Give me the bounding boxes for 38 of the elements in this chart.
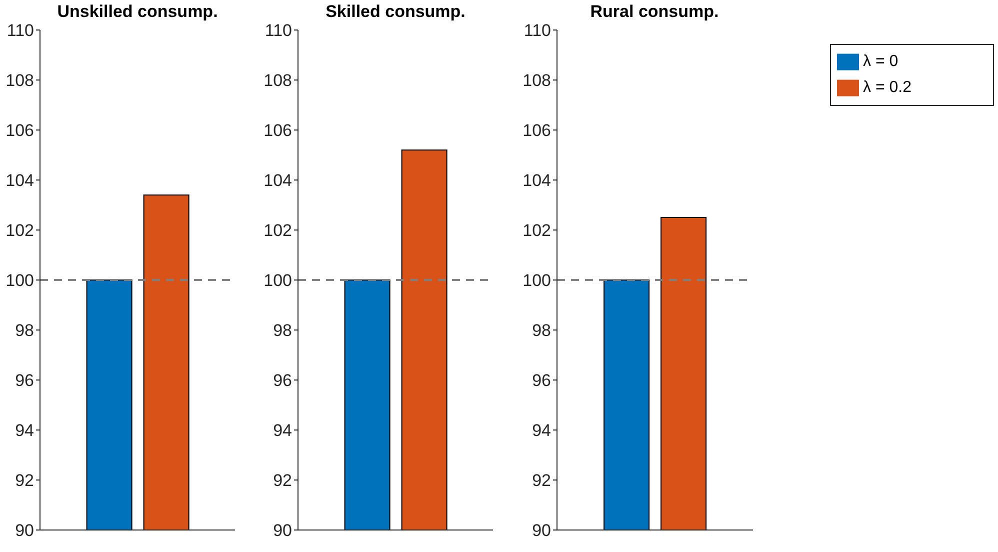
y-tick-label: 94	[532, 421, 551, 440]
y-tick-label: 102	[6, 221, 34, 240]
y-tick-label: 100	[264, 271, 292, 290]
y-tick-label: 108	[264, 71, 292, 90]
y-tick-label: 104	[522, 171, 551, 190]
y-tick-label: 98	[532, 321, 551, 340]
y-tick-label: 94	[273, 421, 292, 440]
y-tick-label: 108	[6, 71, 34, 90]
y-tick-label: 92	[532, 471, 551, 490]
y-tick-label: 102	[264, 221, 292, 240]
y-tick-label: 90	[532, 521, 551, 540]
y-tick-label: 92	[273, 471, 292, 490]
y-tick-label: 100	[6, 271, 34, 290]
y-tick-label: 90	[273, 521, 292, 540]
y-tick-label: 98	[15, 321, 34, 340]
y-tick-label: 98	[273, 321, 292, 340]
chart-title: Rural consump.	[590, 2, 719, 22]
y-tick-label: 110	[6, 21, 34, 40]
y-tick-label: 106	[6, 121, 34, 140]
y-tick-label: 90	[15, 521, 34, 540]
y-tick-label: 104	[6, 171, 34, 190]
y-tick-label: 102	[522, 221, 551, 240]
y-tick-label: 110	[524, 21, 551, 40]
y-tick-label: 94	[15, 421, 34, 440]
y-tick-label: 96	[15, 371, 34, 390]
y-tick-label: 106	[264, 121, 292, 140]
chart-title: Unskilled consump.	[57, 2, 218, 22]
y-tick-label: 106	[522, 121, 551, 140]
y-tick-label: 108	[522, 71, 551, 90]
legend-label: λ = 0.2	[863, 79, 912, 96]
y-tick-label: 96	[273, 371, 292, 390]
y-tick-label: 110	[264, 21, 292, 40]
y-tick-label: 96	[532, 371, 551, 390]
y-tick-label: 100	[522, 271, 551, 290]
chart-title: Skilled consump.	[326, 2, 466, 22]
y-tick-label: 92	[15, 471, 34, 490]
y-tick-label: 104	[264, 171, 292, 190]
legend-label: λ = 0	[863, 53, 898, 70]
